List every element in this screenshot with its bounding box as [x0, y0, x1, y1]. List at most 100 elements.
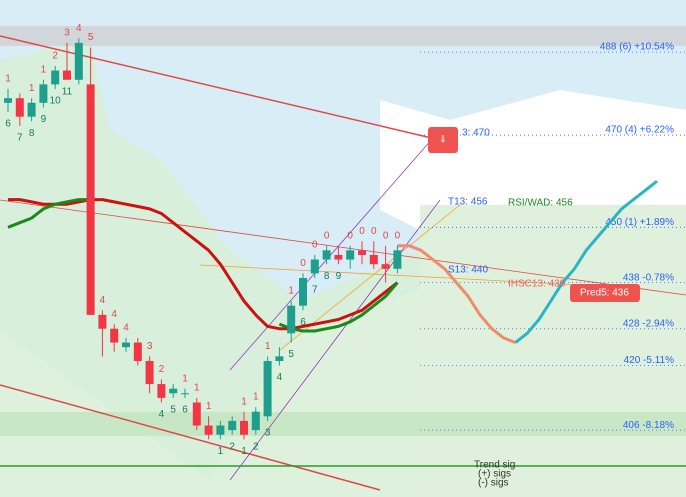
lower-count: 9 [336, 271, 342, 282]
lower-count: 1 [241, 446, 247, 457]
setup-count: 3 [64, 28, 70, 39]
setup-count: 2 [159, 364, 165, 375]
setup-count: 1 [5, 74, 11, 85]
candle-body [358, 250, 366, 255]
candle-body [228, 420, 237, 431]
moving-average [7, 198, 399, 333]
setup-count: 0 [395, 230, 401, 241]
setup-count: 0 [324, 230, 330, 241]
setup-count: 1 [194, 383, 200, 394]
setup-count: 2 [52, 51, 58, 62]
level-label: 406 -8.18% [623, 420, 674, 431]
candle-body [240, 420, 248, 435]
level-label: 470 (4) +6.22% [605, 125, 674, 136]
setup-count: 4 [123, 323, 129, 334]
arrow-box [428, 127, 458, 153]
candle-body [275, 356, 284, 361]
forecast-line [514, 180, 658, 344]
lower-count: 7 [17, 133, 23, 144]
candle-body [181, 393, 189, 395]
lower-count: 9 [41, 114, 47, 125]
lower-count: 2 [253, 441, 259, 452]
lower-count: 6 [5, 119, 11, 130]
candle-body [51, 70, 60, 85]
candle-body [251, 411, 260, 431]
candle-body [74, 42, 83, 80]
candle-body [63, 70, 71, 80]
setup-count: 1 [29, 83, 35, 94]
setup-count: 1 [265, 341, 271, 352]
moving-average [8, 198, 399, 331]
candle-body [98, 314, 107, 329]
candle-body [287, 305, 296, 334]
lower-count: 11 [62, 86, 73, 97]
lower-count: 6 [300, 317, 306, 328]
plot: 488 (6) +10.54% 470 (4) +6.22% 450 (1) +1.… [4, 23, 686, 457]
setup-count: 1 [182, 373, 188, 384]
lower-count: 2 [229, 441, 235, 452]
level-label: 438 -0.78% [623, 272, 674, 283]
ihsc-label: IHSC13: 438 [508, 279, 566, 290]
setup-count: 5 [88, 32, 94, 43]
candle-body [122, 342, 130, 348]
lower-count: 6 [182, 405, 188, 416]
setup-count: 1 [253, 392, 259, 403]
setup-count: 0 [383, 230, 389, 241]
s13-label: S13: 440 [448, 265, 488, 276]
trend-line [0, 35, 441, 141]
candle-body [157, 384, 166, 398]
candle-body [369, 254, 378, 265]
candle-body [39, 84, 48, 103]
lower-count: 8 [29, 128, 35, 139]
trend-sig-label: Trend sig [474, 460, 515, 471]
setup-count: 0 [371, 226, 377, 237]
candle-body [310, 259, 319, 274]
green-area [0, 40, 420, 497]
lower-count: 1 [218, 446, 224, 457]
setup-count: 4 [76, 23, 82, 34]
level-label: 450 (1) +1.89% [605, 217, 674, 228]
setup-count: 0 [300, 258, 306, 269]
level-label: 428 -2.94% [623, 318, 674, 329]
candle-body [381, 264, 390, 269]
setup-count: 1 [288, 286, 294, 297]
level-label: 488 (6) +10.54% [600, 42, 674, 53]
forecast-line [397, 244, 516, 344]
lower-count: 4 [277, 372, 283, 383]
candle-body [393, 250, 402, 269]
lower-count: 8 [324, 271, 330, 282]
candle-body [27, 102, 36, 117]
candle-body [15, 98, 24, 117]
candle-body [145, 360, 154, 385]
candle-body [133, 342, 142, 361]
candle-body [299, 278, 307, 306]
lower-count: 5 [288, 349, 294, 360]
candle-body [263, 360, 272, 417]
trend-line [0, 384, 381, 491]
rsi-label: RSI/WAD: 456 [508, 198, 573, 209]
t13-label: T13: 456 [448, 197, 488, 208]
setup-count: 4 [111, 309, 117, 320]
setup-count: 0 [359, 226, 365, 237]
setup-count: 1 [206, 401, 212, 412]
candle-body [110, 328, 119, 343]
channel-line [229, 129, 441, 371]
candle-body [4, 98, 12, 103]
setup-count: 3 [147, 341, 153, 352]
arrow: ⇓ [439, 135, 447, 146]
lower-count: 5 [170, 405, 176, 416]
lower-count: 7 [312, 285, 318, 296]
candle-body [216, 425, 225, 435]
cloud-area [380, 0, 686, 120]
pred-box [570, 284, 640, 302]
setup-count: 1 [241, 396, 247, 407]
lower-count: 3 [265, 428, 271, 439]
band [0, 26, 686, 46]
pred-label: Pred5: 436 [580, 288, 629, 299]
target-label: 3: 470 [462, 128, 490, 139]
neg-sigs-label: (-) sigs [478, 478, 509, 489]
candle-body [204, 425, 213, 435]
setup-count: 1 [41, 64, 47, 75]
candle-body [334, 254, 343, 260]
